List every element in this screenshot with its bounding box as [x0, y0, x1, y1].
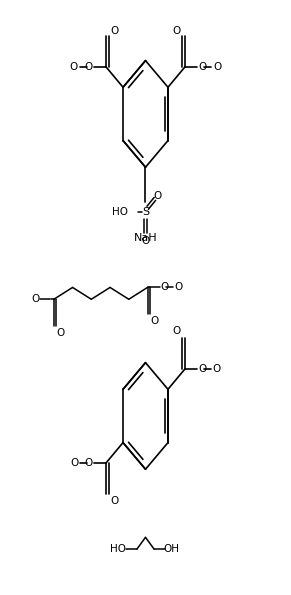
Text: OH: OH: [164, 544, 180, 554]
Text: O: O: [213, 61, 222, 71]
Text: S: S: [142, 207, 149, 217]
Text: HO: HO: [110, 544, 126, 554]
Text: O: O: [153, 190, 162, 201]
Text: O: O: [84, 61, 93, 71]
Text: O: O: [110, 496, 118, 506]
Text: O: O: [198, 364, 207, 374]
Text: O: O: [84, 458, 93, 468]
Text: O: O: [212, 364, 221, 374]
Text: O: O: [56, 328, 65, 338]
Text: HO: HO: [112, 207, 128, 217]
Text: O: O: [32, 295, 40, 304]
Text: O: O: [198, 61, 207, 71]
Text: O: O: [150, 316, 158, 326]
Text: NaH: NaH: [134, 233, 157, 243]
Text: O: O: [173, 26, 181, 36]
Text: O: O: [69, 61, 78, 71]
Text: O: O: [173, 325, 181, 336]
Text: O: O: [110, 26, 118, 36]
Text: O: O: [70, 458, 79, 468]
Text: O: O: [174, 283, 182, 292]
Text: O: O: [141, 236, 150, 246]
Text: O: O: [161, 283, 169, 292]
